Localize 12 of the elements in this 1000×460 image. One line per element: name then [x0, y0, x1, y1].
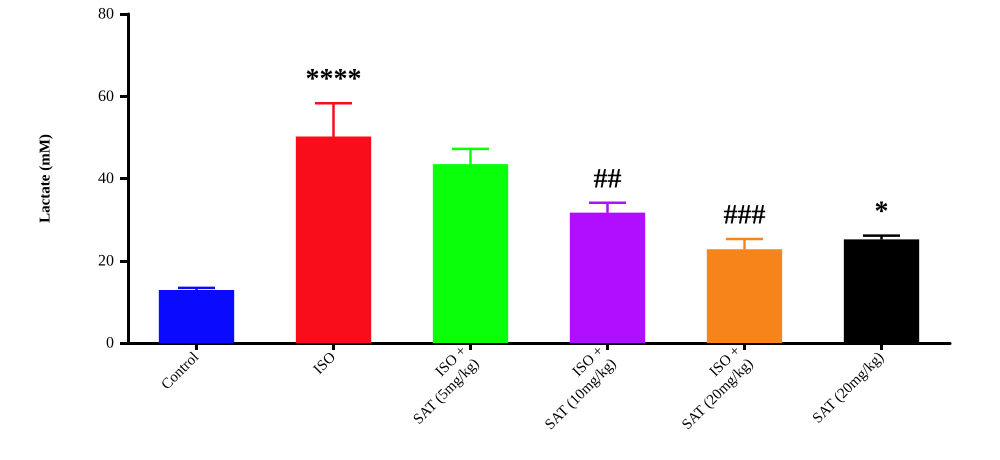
- y-tick-label: 80: [98, 6, 114, 22]
- annotation: *: [874, 196, 888, 228]
- y-tick-label: 60: [98, 88, 114, 105]
- bar: [158, 290, 234, 343]
- annotation: ##: [594, 163, 622, 194]
- y-tick-label: 20: [98, 252, 114, 270]
- annotation: ###: [724, 199, 766, 230]
- x-tick-label: ISO: [310, 349, 340, 378]
- y-tick-label: 40: [98, 170, 114, 187]
- y-tick-label: 0: [106, 334, 114, 352]
- y-axis-title: Lactate (mM): [38, 134, 54, 223]
- annotation: ****: [306, 64, 362, 95]
